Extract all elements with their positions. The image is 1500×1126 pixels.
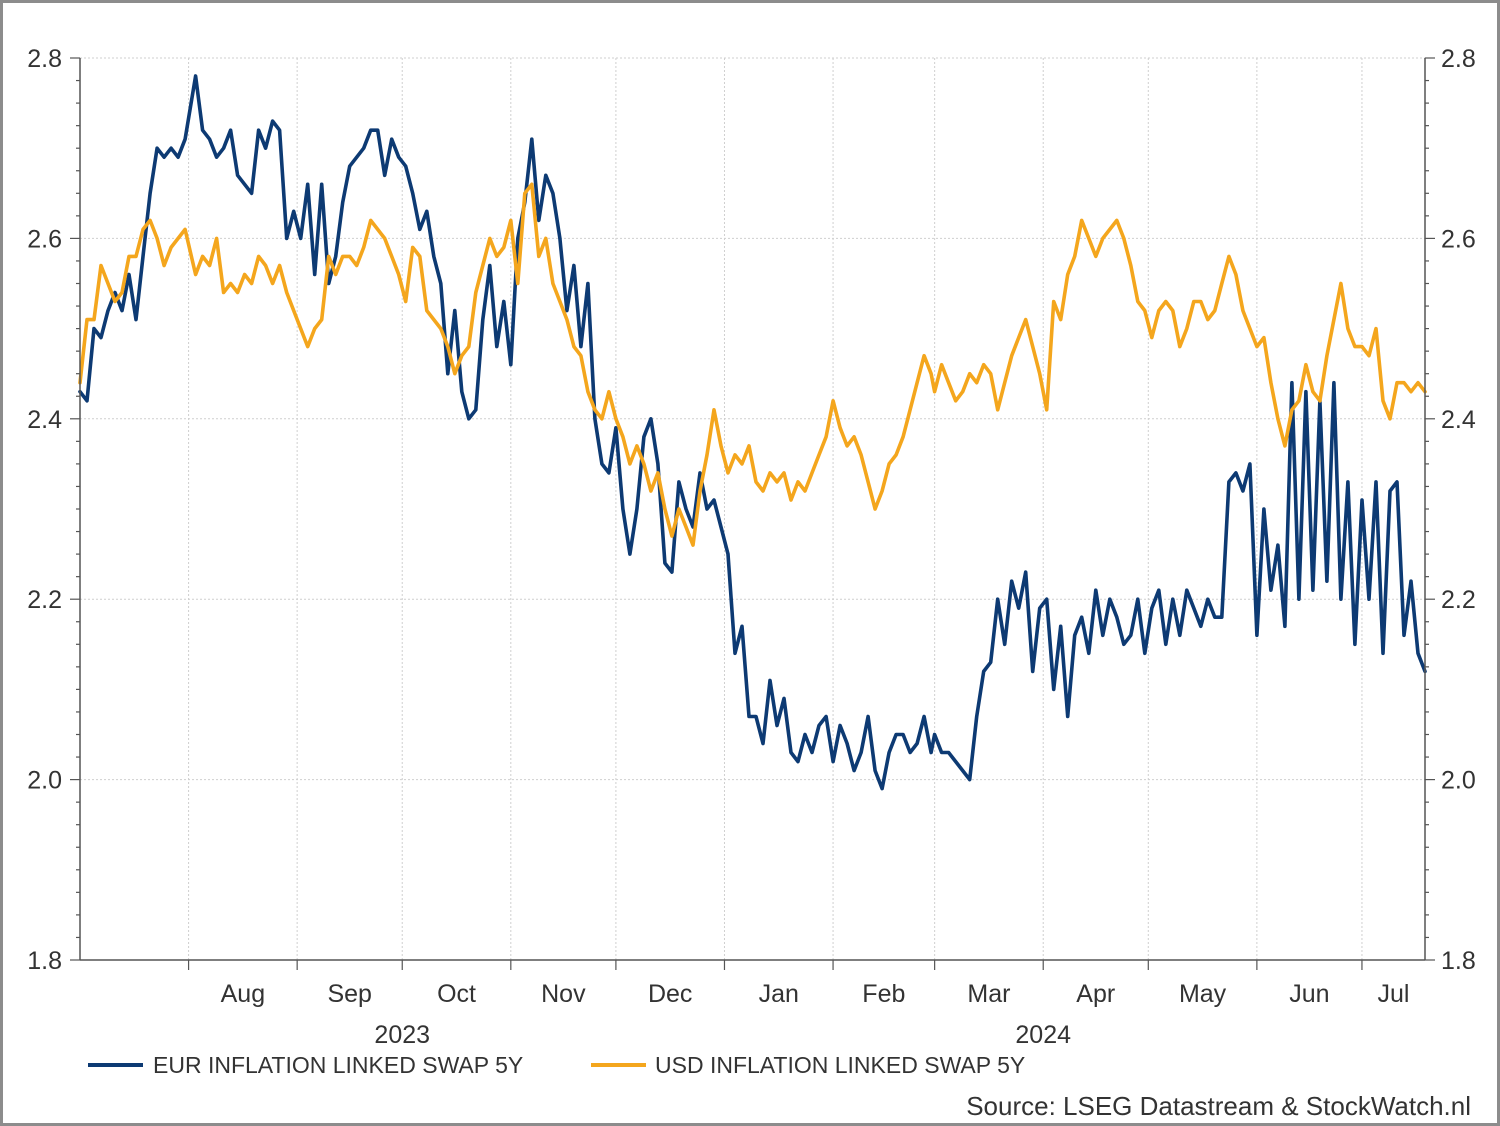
x-tick-label: Jun — [1289, 980, 1329, 1008]
left-y-tick-label: 2.8 — [27, 45, 62, 73]
series-line-eur — [78, 74, 1427, 791]
x-tick-label: Jul — [1377, 980, 1409, 1008]
series-lines — [78, 74, 1427, 791]
grid-lines — [80, 57, 1425, 961]
left-y-tick-label: 2.0 — [27, 767, 62, 795]
year-label: 2023 — [374, 1021, 430, 1049]
year-label: 2024 — [1015, 1021, 1071, 1049]
legend: EUR INFLATION LINKED SWAP 5Y USD INFLATI… — [88, 1052, 1025, 1078]
right-y-tick-label: 2.2 — [1441, 586, 1476, 614]
left-y-tick-label: 2.4 — [27, 406, 62, 434]
left-y-tick-label: 1.8 — [27, 947, 62, 975]
legend-label-usd: USD INFLATION LINKED SWAP 5Y — [655, 1052, 1025, 1078]
x-tick-label: Dec — [648, 980, 692, 1008]
x-tick-label: Aug — [221, 980, 265, 1008]
x-tick-label: Feb — [862, 980, 905, 1008]
x-tick-label: Nov — [541, 980, 586, 1008]
x-tick-label: Sep — [327, 980, 371, 1008]
left-y-tick-label: 2.6 — [27, 225, 62, 253]
tick-labels: 1.8 2.0 2.2 2.4 2.6 2.8 1.8 2.0 2.2 2.4 2.6 2.8 Aug S… — [27, 45, 1476, 1049]
left-y-tick-label: 2.2 — [27, 586, 62, 614]
x-tick-label: Oct — [437, 980, 476, 1008]
legend-label-eur: EUR INFLATION LINKED SWAP 5Y — [153, 1052, 523, 1078]
x-tick-label: Jan — [759, 980, 799, 1008]
line-chart: 1.8 2.0 2.2 2.4 2.6 2.8 1.8 2.0 2.2 2.4 2.6 2.8 Aug S… — [27, 45, 1476, 1121]
x-tick-label: Apr — [1076, 980, 1115, 1008]
right-y-tick-label: 2.4 — [1441, 406, 1476, 434]
x-tick-label: Mar — [967, 980, 1010, 1008]
x-tick-label: May — [1179, 980, 1227, 1008]
series-line-usd — [78, 182, 1427, 547]
right-y-tick-label: 2.8 — [1441, 45, 1476, 73]
right-y-tick-label: 2.6 — [1441, 225, 1476, 253]
right-y-tick-label: 1.8 — [1441, 947, 1476, 975]
right-y-tick-label: 2.0 — [1441, 767, 1476, 795]
axes — [70, 57, 1435, 970]
source-note: Source: LSEG Datastream & StockWatch.nl — [966, 1091, 1471, 1121]
